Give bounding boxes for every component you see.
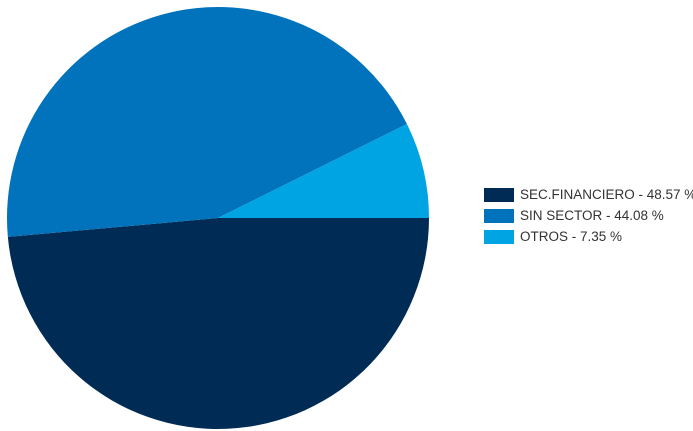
pie-slice-sec-financiero: [7, 218, 429, 430]
legend-item-otros: OTROS - 7.35 %: [484, 228, 693, 245]
legend-swatch-sin-sector: [484, 208, 514, 223]
pie-slice-otros: [218, 123, 429, 218]
legend-swatch-otros: [484, 229, 514, 244]
legend-swatch-sec-financiero: [484, 187, 514, 202]
legend-item-sin-sector: SIN SECTOR - 44.08 %: [484, 207, 693, 224]
legend-label-sin-sector: SIN SECTOR - 44.08 %: [520, 208, 664, 223]
chart-legend: SEC.FINANCIERO - 48.57 % SIN SECTOR - 44…: [484, 186, 693, 245]
legend-label-sec-financiero: SEC.FINANCIERO - 48.57 %: [520, 187, 693, 202]
pie-slices: [6, 6, 429, 430]
legend-item-sec-financiero: SEC.FINANCIERO - 48.57 %: [484, 186, 693, 203]
legend-label-otros: OTROS - 7.35 %: [520, 229, 623, 244]
pie-slice-sin-sector: [6, 6, 407, 237]
